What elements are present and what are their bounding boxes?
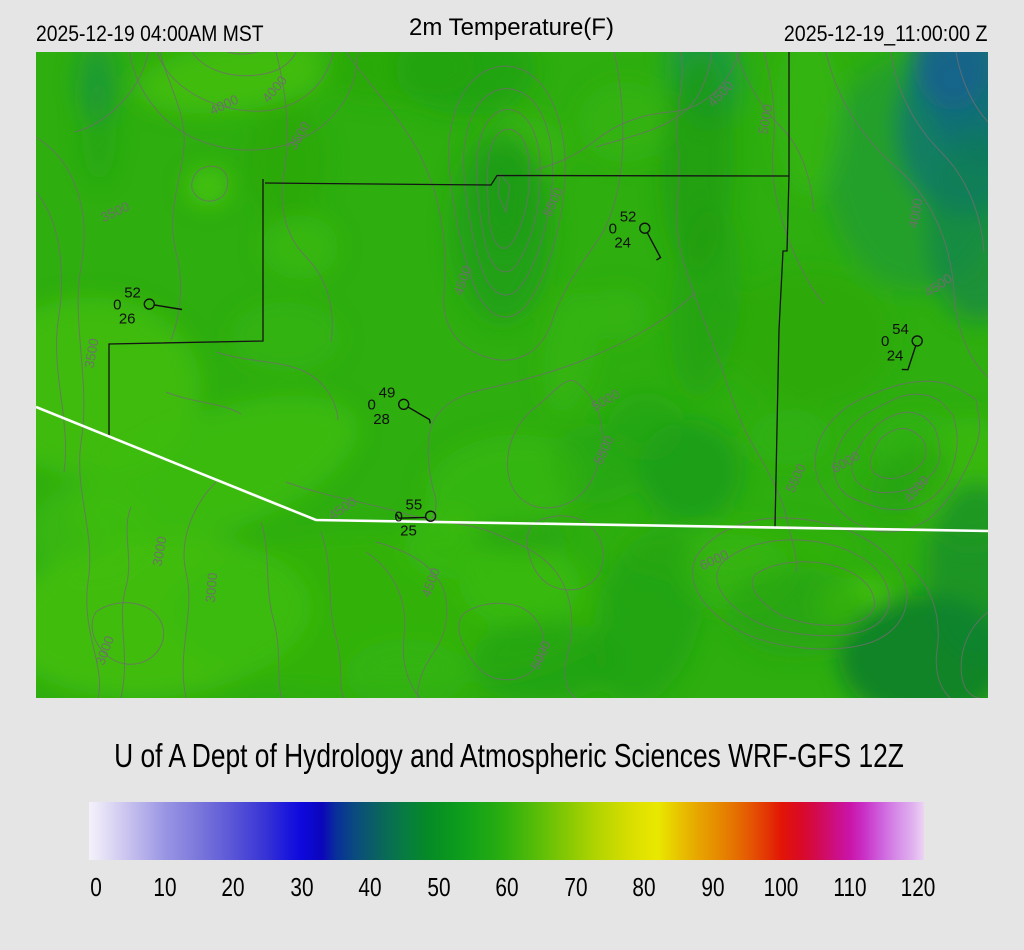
- svg-text:52: 52: [124, 284, 141, 301]
- svg-text:55: 55: [406, 496, 423, 513]
- svg-text:3500: 3500: [82, 337, 102, 369]
- svg-text:0: 0: [394, 509, 402, 526]
- svg-text:4000: 4000: [906, 197, 926, 229]
- svg-text:49: 49: [379, 385, 396, 402]
- svg-text:5000: 5000: [756, 103, 776, 135]
- svg-text:24: 24: [614, 235, 631, 252]
- svg-text:0: 0: [368, 397, 376, 414]
- svg-text:54: 54: [892, 321, 909, 338]
- svg-text:0: 0: [881, 333, 889, 350]
- svg-text:28: 28: [373, 411, 390, 428]
- svg-text:26: 26: [119, 311, 136, 328]
- svg-text:3000: 3000: [150, 535, 170, 567]
- svg-text:3000: 3000: [203, 572, 221, 603]
- svg-text:52: 52: [620, 208, 637, 225]
- svg-text:24: 24: [887, 347, 904, 364]
- svg-text:0: 0: [113, 296, 121, 313]
- svg-text:0: 0: [609, 221, 617, 238]
- svg-text:25: 25: [400, 523, 417, 540]
